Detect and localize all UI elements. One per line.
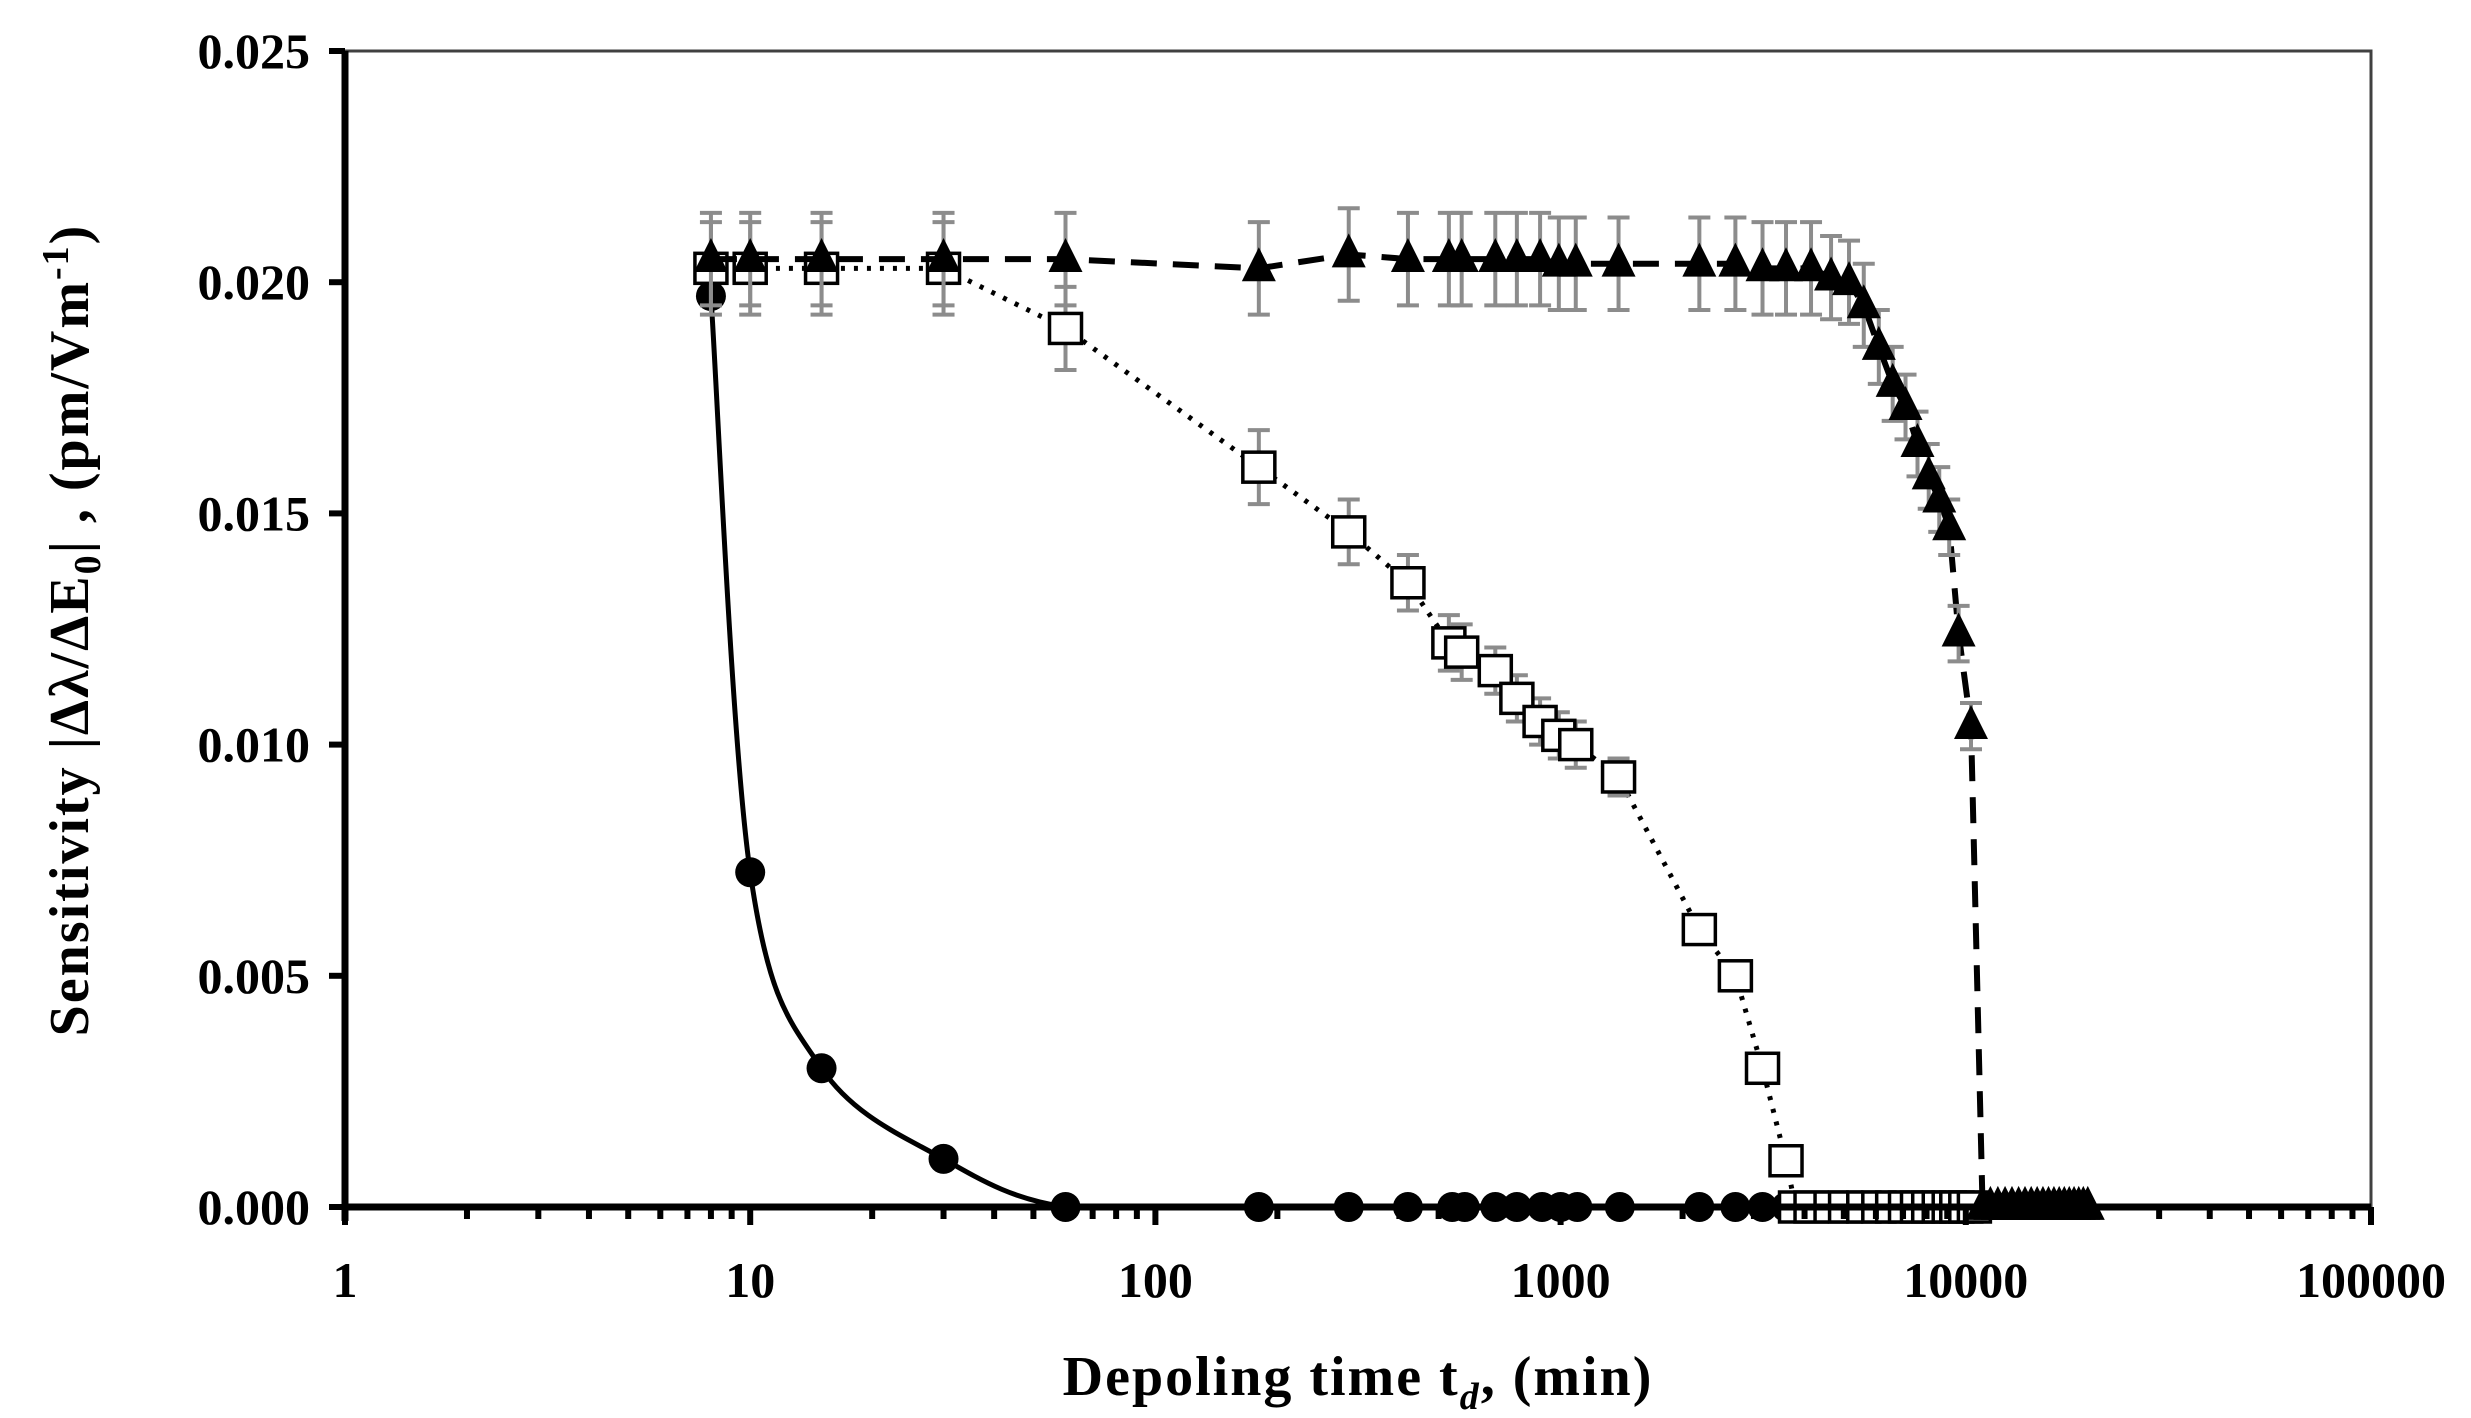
y-tick-label: 0.005 (198, 948, 311, 1004)
x-tick-label: 100 (1118, 1252, 1193, 1308)
triangle-marker (1718, 242, 1753, 277)
square-marker (1681, 912, 1718, 947)
triangle-marker (2070, 1185, 2105, 1220)
y-tick-label: 0.000 (198, 1179, 311, 1235)
triangle-marker (1390, 238, 1425, 272)
triangle-marker (1888, 385, 1923, 420)
triangle-marker (1941, 612, 1976, 647)
triangle-marker (1832, 261, 1867, 296)
square-marker (1499, 681, 1535, 716)
series-filled-circle (695, 281, 1802, 1222)
triangle-marker (1794, 247, 1829, 282)
y-axis-title-mid: | , (pm/Vm (39, 280, 101, 553)
x-tick-label: 1000 (1511, 1252, 1611, 1308)
square-marker (1558, 727, 1594, 762)
y-axis-title-prefix: Sensitivity |Δλ/ΔE (39, 574, 101, 1036)
y-axis-title-sup: -1 (35, 244, 77, 280)
triangle-marker (804, 238, 839, 272)
x-axis-title: Depoling time td, (min) (1063, 1346, 1654, 1418)
triangle-marker (1861, 325, 1896, 360)
triangle-marker (1769, 247, 1804, 282)
series-filled-triangle (693, 206, 2105, 1220)
x-tick-label: 10000 (1903, 1252, 2028, 1308)
triangle-marker (1558, 242, 1593, 277)
square-marker (1443, 635, 1480, 669)
series-line-dotted (710, 265, 1975, 1210)
x-tick-label: 100000 (2296, 1252, 2446, 1308)
y-axis-title: Sensitivity |Δλ/ΔE0| , (pm/Vm-1) (35, 224, 109, 1037)
triangle-marker (1922, 478, 1957, 513)
tick-labels: 0.000 0.005 0.010 0.015 0.020 0.025 1 10 100 1000… (198, 23, 2447, 1308)
series-line-solid (708, 295, 1787, 1210)
plot-frame (343, 49, 2373, 1209)
square-marker (1047, 311, 1084, 346)
circle-marker (806, 1053, 837, 1084)
triangle-marker (1048, 238, 1083, 272)
y-tick-label: 0.025 (198, 23, 311, 79)
square-marker (1717, 959, 1754, 993)
x-axis-title-main: Depoling time t (1063, 1346, 1460, 1408)
y-tick-label: 0.020 (198, 254, 311, 310)
triangle-marker (1331, 233, 1366, 268)
series-open-square (693, 220, 1993, 1224)
triangle-marker (693, 238, 728, 272)
x-axis-title-suffix: , (min) (1481, 1346, 1654, 1408)
triangle-marker (733, 238, 768, 272)
triangle-marker (1499, 238, 1534, 272)
square-marker (1330, 515, 1367, 549)
y-axis-title-sub: 0 (67, 553, 109, 574)
square-marker (1744, 1051, 1781, 1086)
triangle-marker (1900, 422, 1935, 457)
x-axis-title-sub: d (1460, 1376, 1481, 1418)
series-line-dashed (710, 251, 2088, 1210)
circle-marker (735, 857, 766, 888)
triangle-marker (1478, 238, 1513, 272)
triangle-marker (1932, 506, 1967, 541)
triangle-marker (1241, 247, 1276, 282)
square-marker (1241, 450, 1277, 484)
triangle-marker (1444, 238, 1479, 272)
square-marker (1477, 653, 1514, 688)
square-marker (1390, 566, 1426, 600)
y-tick-label: 0.015 (198, 485, 311, 541)
y-axis-title-suffix: ) (39, 224, 101, 245)
triangle-marker (1954, 705, 1989, 740)
axis-lines (329, 48, 2374, 1225)
square-marker (1768, 1144, 1804, 1178)
triangle-marker (926, 238, 961, 272)
x-tick-label: 1 (333, 1252, 358, 1308)
y-tick-label: 0.010 (198, 717, 311, 773)
series-layer (693, 206, 2105, 1224)
circle-marker (928, 1143, 959, 1174)
triangle-marker (1601, 242, 1636, 277)
triangle-marker (1745, 247, 1780, 282)
triangle-marker (1682, 242, 1717, 277)
triangle-marker (1875, 362, 1910, 397)
triangle-marker (1846, 284, 1881, 319)
x-tick-label: 10 (725, 1252, 775, 1308)
triangle-marker (1911, 455, 1946, 490)
square-marker (1600, 760, 1637, 794)
